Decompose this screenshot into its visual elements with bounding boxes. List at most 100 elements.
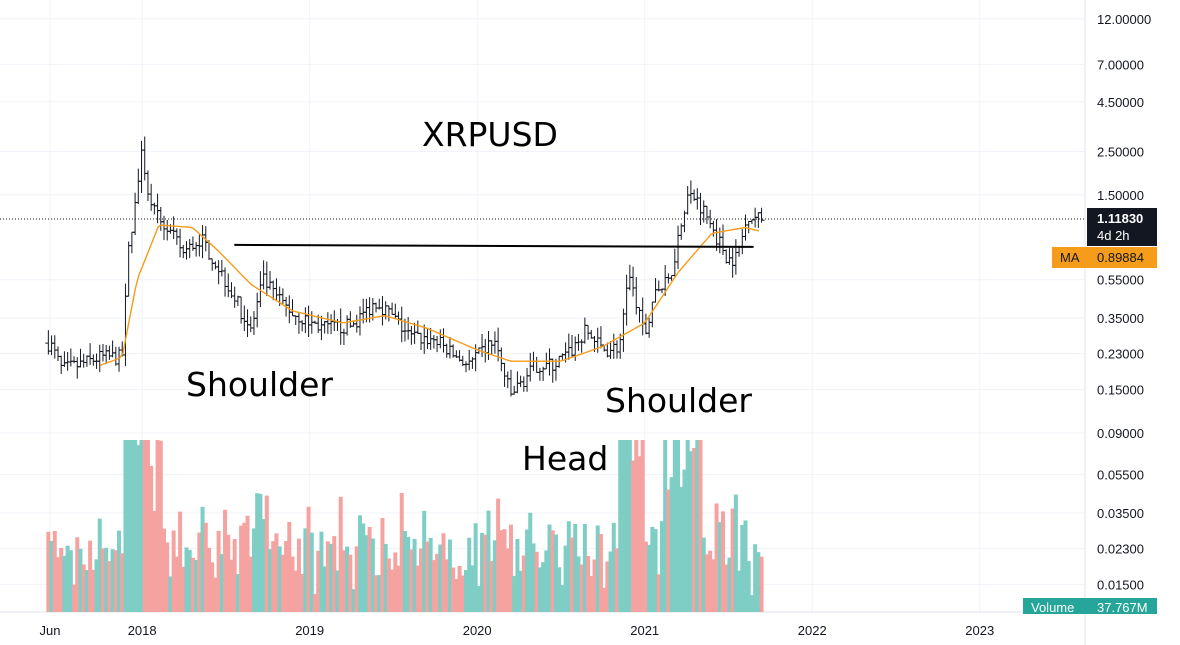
volume-bar <box>480 532 485 612</box>
volume-bar <box>663 440 668 612</box>
y-tick-label: 0.55000 <box>1097 273 1144 288</box>
volume-bar <box>68 550 73 612</box>
volume-bar <box>447 539 452 612</box>
volume-bar <box>187 550 192 612</box>
volume-bar <box>550 530 555 612</box>
volume-bar <box>611 522 616 612</box>
x-tick-label: Jun <box>40 623 61 638</box>
volume-bar <box>322 566 327 612</box>
volume-bar <box>139 440 144 612</box>
volume-bar <box>618 440 623 612</box>
volume-bar <box>303 528 308 612</box>
volume-bar <box>415 565 420 612</box>
neckline <box>234 243 754 248</box>
volume-bar <box>470 565 475 612</box>
volume-bar <box>402 530 407 612</box>
volume-bar <box>142 440 147 612</box>
volume-bar <box>492 540 497 612</box>
volume-bar <box>239 525 244 612</box>
volume-bar <box>383 543 388 612</box>
volume-bar <box>345 546 350 612</box>
volume-bar <box>313 593 318 612</box>
volume-bar <box>454 579 459 612</box>
volume-bar <box>178 511 183 612</box>
volume-bar <box>444 559 449 612</box>
volume-bar <box>695 440 700 612</box>
volume-bar <box>341 550 346 612</box>
volume-bar <box>174 556 179 612</box>
volume-bar <box>534 551 539 612</box>
volume-bar <box>133 440 138 612</box>
volume-bar <box>72 584 77 612</box>
volume-label: Volume 37.767M <box>1023 598 1157 614</box>
volume-bar <box>714 503 719 612</box>
volume-bar <box>631 460 636 612</box>
volume-bar <box>582 523 587 612</box>
volume-bar <box>232 539 237 612</box>
volume-bar <box>78 548 83 612</box>
volume-bar <box>685 440 690 612</box>
volume-bar <box>309 532 314 612</box>
volume-bar <box>753 544 758 612</box>
volume-bar <box>512 576 517 612</box>
volume-bar <box>306 506 311 612</box>
volume-bar <box>515 539 520 612</box>
volume-bar <box>537 567 542 612</box>
volume-bar <box>332 536 337 612</box>
volume-bar <box>277 546 282 612</box>
volume-label-name: Volume <box>1031 600 1075 614</box>
volume-label-value: 37.767M <box>1097 600 1148 614</box>
volume-bar <box>268 549 273 612</box>
volume-bar <box>354 546 359 612</box>
volume-bar <box>155 440 160 612</box>
volume-bar <box>749 595 754 612</box>
volume-bar <box>319 531 324 612</box>
volume-bar <box>145 440 150 612</box>
volume-bar <box>399 492 404 612</box>
volume-bar <box>338 496 343 612</box>
volume-bar <box>149 465 154 612</box>
volume-bar <box>75 537 80 612</box>
volume-bar <box>235 574 240 612</box>
volume-bar <box>733 494 738 612</box>
volume-bar <box>643 541 648 612</box>
volume-bar <box>194 560 199 612</box>
volume-bar <box>637 456 642 612</box>
volume-bar <box>579 564 584 612</box>
volume-bar <box>380 518 385 612</box>
volume-bar <box>676 440 681 612</box>
ma-price-label: MA 0.89884 <box>1052 247 1157 268</box>
volume-bar <box>595 525 600 612</box>
volume-bar <box>730 508 735 612</box>
volume-bar <box>390 569 395 612</box>
volume-bar <box>123 440 128 612</box>
volume-bar <box>264 495 269 612</box>
x-tick-label: 2021 <box>630 623 659 638</box>
volume-bar <box>467 537 472 612</box>
volume-bar <box>100 548 105 612</box>
volume-bar <box>563 545 568 612</box>
volume-bar <box>88 540 93 612</box>
volume-bar <box>431 560 436 612</box>
volume-bar <box>419 548 424 612</box>
volume-bar <box>300 573 305 612</box>
y-tick-label: 0.02300 <box>1097 541 1144 556</box>
volume-bar <box>557 567 562 612</box>
volume-bar <box>679 486 684 612</box>
volume-bar <box>476 585 481 612</box>
y-tick-label: 1.50000 <box>1097 188 1144 203</box>
y-tick-label: 0.09000 <box>1097 426 1144 441</box>
volume-bar <box>624 440 629 612</box>
y-tick-label: 7.00000 <box>1097 57 1144 72</box>
volume-bar <box>692 447 697 612</box>
volume-bar <box>499 530 504 612</box>
x-tick-label: 2019 <box>295 623 324 638</box>
volume-bar <box>171 530 176 612</box>
volume-bar <box>659 521 664 612</box>
volume-bar <box>386 558 391 612</box>
volume-bar <box>708 550 713 612</box>
volume-bar <box>743 520 748 612</box>
left-shoulder-annotation: Shoulder <box>186 365 333 404</box>
time-axis-ticks: Jun 2018 2019 2020 2021 2022 2023 <box>40 623 995 638</box>
